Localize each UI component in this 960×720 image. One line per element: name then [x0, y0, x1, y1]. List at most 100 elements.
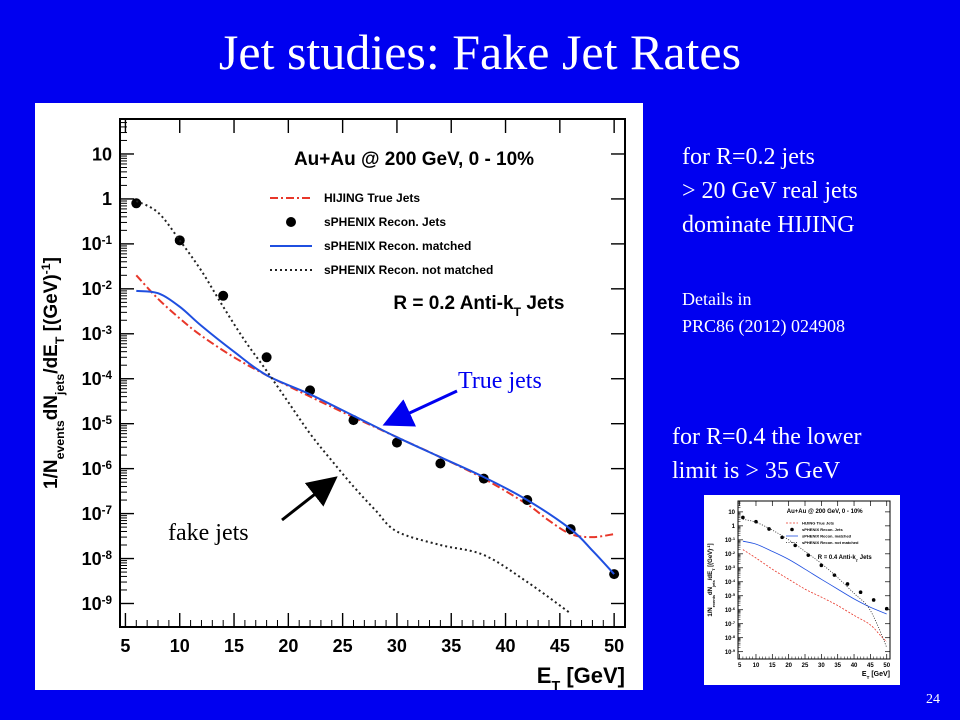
inset-y-tick-label: 10-8	[725, 633, 736, 642]
inset-x-tick-label: 45	[867, 663, 874, 669]
inset-recon-point	[780, 535, 784, 540]
main-x-tick-label: 20	[278, 636, 298, 656]
main-y-tick-label: 10-9	[82, 593, 113, 614]
inset-legend-marker	[790, 527, 794, 532]
inset-chart-background	[704, 495, 900, 685]
inset-y-tick-label: 10-1	[725, 535, 736, 544]
inset-x-tick-label: 15	[769, 663, 776, 669]
inset-legend-entry: sPHENIX Recon. not matched	[802, 540, 859, 545]
inset-y-tick-label: 10-7	[725, 619, 735, 628]
main-y-tick-label: 10	[92, 144, 112, 164]
main-x-tick-label: 15	[224, 636, 244, 656]
inset-x-tick-label: 10	[753, 663, 760, 669]
main-recon-point	[131, 198, 142, 209]
inset-y-tick-label: 10	[728, 510, 735, 516]
main-chart-subtitle: R = 0.2 Anti-kT Jets	[393, 293, 564, 319]
inset-legend-entry: sPHENIX Recon. Jets	[802, 527, 843, 532]
r02-note-line2: > 20 GeV real jets	[682, 178, 858, 204]
r04-note: for R=0.4 the lower limit is > 35 GeV	[672, 420, 862, 488]
inset-recon-point	[845, 582, 850, 586]
main-recon-point	[391, 437, 402, 448]
main-x-axis-label: ET [GeV]	[537, 663, 625, 690]
main-series-line	[136, 289, 615, 575]
main-y-tick-label: 10-8	[82, 548, 113, 569]
main-x-tick-label: 10	[170, 636, 190, 656]
r04-note-line2: limit is > 35 GeV	[672, 458, 841, 484]
inset-y-tick-label: 10-2	[725, 549, 736, 558]
inset-recon-point	[767, 527, 771, 531]
main-legend-entry: sPHENIX Recon. Jets	[324, 215, 446, 229]
main-x-tick-label: 30	[387, 636, 407, 656]
main-plot-frame	[119, 118, 626, 628]
fake-jets-label: fake jets	[168, 520, 249, 546]
main-y-tick-label: 10-2	[82, 279, 113, 300]
main-recon-point	[261, 352, 272, 363]
inset-y-tick-label: 10-6	[725, 605, 736, 614]
r02-note: for R=0.2 jets > 20 GeV real jets domina…	[682, 140, 858, 242]
inset-x-tick-label: 30	[818, 663, 825, 669]
inset-recon-point	[819, 563, 824, 568]
main-series-line	[135, 274, 615, 539]
inset-y-tick-label: 10-4	[725, 577, 736, 586]
main-series-line	[135, 200, 572, 615]
main-legend-entry: HIJING True Jets	[324, 191, 420, 205]
main-x-tick-label: 25	[333, 636, 353, 656]
main-y-tick-label: 10-7	[82, 503, 112, 524]
slide-title: Jet studies: Fake Jet Rates	[218, 24, 742, 80]
main-recon-point	[435, 458, 446, 469]
inset-chart-subtitle: R = 0.4 Anti-kT Jets	[818, 555, 873, 563]
main-legend-entry: sPHENIX Recon. not matched	[324, 263, 493, 277]
inset-x-axis-label: ET [GeV]	[862, 671, 890, 680]
inset-x-tick-label: 50	[883, 663, 890, 669]
inset-recon-point	[793, 543, 798, 548]
main-x-tick-label: 35	[441, 636, 461, 656]
main-y-tick-label: 10-1	[82, 234, 113, 255]
main-chart: 5 10 15 20 25 30 35 40 45 50 10-9 10-8 10-7 10-6 10-5 1…	[35, 103, 643, 690]
main-x-tick-label: 40	[496, 636, 516, 656]
inset-y-tick-label: 1	[732, 524, 736, 530]
inset-chart-title: Au+Au @ 200 GeV, 0 - 10%	[787, 509, 863, 515]
main-chart-title: Au+Au @ 200 GeV, 0 - 10%	[294, 149, 534, 170]
r02-note-line3: dominate HIJING	[682, 212, 855, 238]
inset-x-tick-label: 40	[851, 663, 858, 669]
main-legend-entry: sPHENIX Recon. matched	[324, 239, 471, 253]
inset-y-axis-label: 1/NeventsdNjets/dET [(GeV)-1]	[706, 543, 716, 616]
inset-chart: 5 10 15 20 25 30 35 40 45 50 10-9 10-8 10-7 10-6 10-5 1…	[704, 495, 900, 685]
inset-recon-point	[832, 573, 837, 577]
inset-recon-point	[884, 606, 889, 611]
inset-x-tick-label: 5	[738, 663, 742, 669]
main-y-tick-label: 10-6	[82, 458, 113, 479]
inset-legend-entry: sPHENIX Recon. matched	[802, 533, 852, 538]
main-y-tick-label: 10-5	[82, 413, 113, 434]
details-note-line1: Details in	[682, 289, 752, 309]
true-jets-arrow	[382, 389, 458, 427]
main-legend-marker	[286, 217, 296, 227]
inset-legend-entry: HIJING True Jets	[802, 520, 835, 525]
inset-plot-frame	[737, 500, 891, 660]
main-y-tick-label: 1	[102, 189, 112, 209]
inset-y-tick-label: 10-9	[725, 647, 736, 656]
main-y-axis-label: 1/NeventsdNjets/dET [(GeV)-1]	[39, 257, 67, 489]
inset-recon-point	[754, 519, 758, 524]
inset-x-tick-label: 25	[802, 663, 809, 669]
main-x-tick-label: 50	[604, 636, 624, 656]
r02-note-line1: for R=0.2 jets	[682, 144, 815, 170]
details-note-line2: PRC86 (2012) 024908	[682, 316, 846, 336]
r04-note-line1: for R=0.4 the lower	[672, 424, 862, 450]
inset-recon-point	[858, 590, 863, 594]
inset-recon-point	[741, 515, 745, 520]
main-y-tick-label: 10-4	[82, 369, 113, 390]
inset-series-line	[742, 540, 887, 615]
inset-recon-point	[871, 598, 876, 602]
inset-x-tick-label: 35	[834, 663, 841, 669]
page-number: 24	[926, 692, 940, 707]
inset-y-tick-label: 10-3	[725, 563, 736, 572]
main-y-tick-label: 10-3	[82, 324, 113, 345]
details-note: Details in PRC86 (2012) 024908	[682, 286, 845, 340]
inset-y-tick-label: 10-5	[725, 591, 736, 600]
main-x-tick-label: 5	[120, 636, 130, 656]
inset-x-tick-label: 20	[785, 663, 792, 669]
main-x-tick-label: 45	[550, 636, 570, 656]
fake-jets-arrow	[281, 476, 338, 522]
